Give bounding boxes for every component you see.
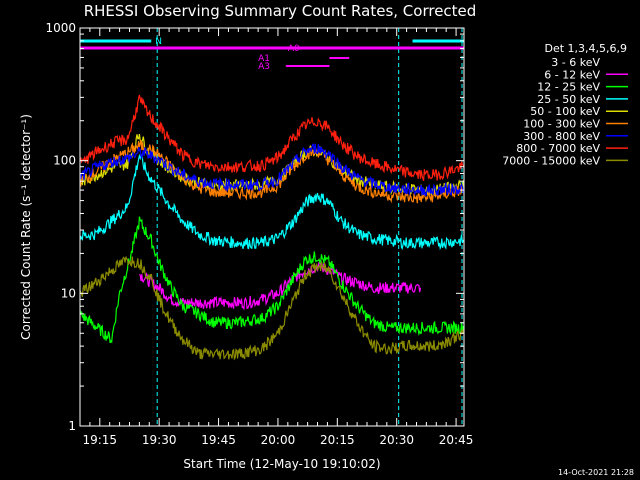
x-tick-label: 20:15 bbox=[320, 433, 355, 447]
chart-title: RHESSI Observing Summary Count Rates, Co… bbox=[84, 2, 477, 20]
x-tick-label: 20:45 bbox=[439, 433, 474, 447]
series-3-6-kev bbox=[139, 281, 398, 428]
legend-label-100-300-kev: 100 - 300 keV bbox=[523, 118, 600, 131]
y-tick-label: 1000 bbox=[45, 21, 76, 35]
state-label-a3: A3 bbox=[258, 62, 270, 72]
series-layer bbox=[79, 94, 465, 428]
x-axis-label: Start Time (12-May-10 19:10:02) bbox=[183, 457, 380, 471]
footer-timestamp: 14-Oct-2021 21:28 bbox=[558, 468, 634, 477]
y-axis-label: Corrected Count Rate (s⁻¹ detector⁻¹) bbox=[19, 114, 33, 340]
series-25-50-kev bbox=[79, 153, 465, 251]
state-bar-a1-1 bbox=[329, 57, 350, 59]
state-bar-a3-1 bbox=[285, 65, 330, 67]
y-axis: 1 10 100 1000 bbox=[45, 21, 464, 433]
legend-label-6-12-kev: 6 - 12 keV bbox=[544, 68, 600, 81]
x-tick-label: 20:30 bbox=[379, 433, 414, 447]
state-label-a1: A1 bbox=[258, 54, 270, 64]
legend-label-300-800-kev: 300 - 800 keV bbox=[523, 130, 600, 143]
x-tick-label: 20:00 bbox=[261, 433, 296, 447]
series-100-300-kev bbox=[79, 140, 465, 204]
legend-label-12-25-kev: 12 - 25 keV bbox=[537, 81, 600, 94]
legend-label-50-100-kev: 50 - 100 keV bbox=[530, 105, 600, 118]
series-12-25-kev bbox=[79, 216, 465, 344]
y-tick-label: 100 bbox=[53, 154, 76, 168]
x-axis: 19:15 19:30 19:45 20:00 20:15 20:30 20:45 bbox=[79, 28, 474, 447]
state-label-n: N bbox=[155, 37, 162, 47]
x-tick-label: 19:45 bbox=[201, 433, 236, 447]
x-tick-label: 19:15 bbox=[82, 433, 117, 447]
series-6-12-kev bbox=[138, 260, 422, 311]
legend-title: Det 1,3,4,5,6,9 bbox=[544, 42, 627, 55]
vertical-markers bbox=[156, 28, 463, 426]
y-tick-label: 1 bbox=[68, 419, 76, 433]
series-300-800-kev bbox=[79, 143, 465, 197]
legend-label-7000-15000-kev: 7000 - 15000 keV bbox=[502, 154, 600, 167]
state-bar-n-1 bbox=[80, 39, 152, 43]
legend-label-800-7000-kev: 800 - 7000 keV bbox=[516, 142, 600, 155]
x-tick-label: 19:30 bbox=[142, 433, 177, 447]
y-tick-label: 10 bbox=[61, 286, 76, 300]
legend-label-3-6-kev: 3 - 6 keV bbox=[551, 56, 600, 69]
state-bar-n-2 bbox=[412, 39, 464, 43]
legend-label-25-50-kev: 25 - 50 keV bbox=[537, 93, 600, 106]
series-7000-15000-kev bbox=[79, 256, 465, 361]
plot-frame bbox=[79, 27, 465, 427]
state-bar-a0-1 bbox=[80, 46, 464, 50]
state-bars: N A0 A1 A3 bbox=[80, 37, 464, 72]
series-800-7000-kev bbox=[79, 94, 465, 181]
